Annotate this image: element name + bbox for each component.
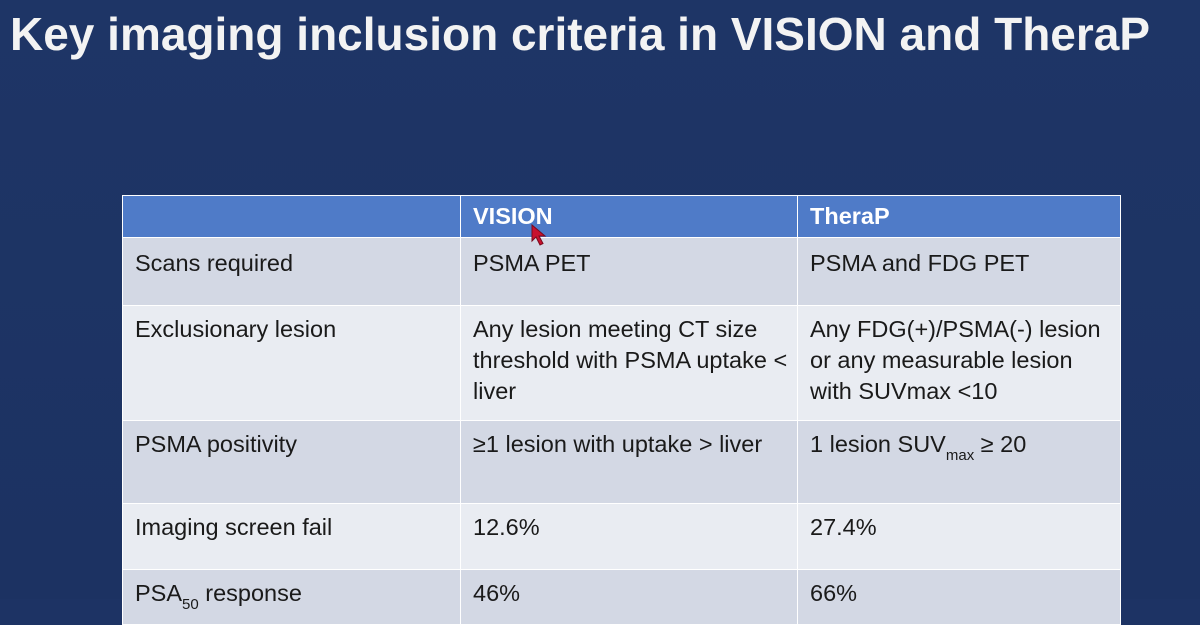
header-therap: TheraP	[797, 195, 1121, 238]
table-header-row: VISION TheraP	[122, 195, 1121, 238]
criteria-table-container: VISION TheraP Scans required PSMA PET PS…	[122, 195, 1121, 625]
table-row: PSA50 response 46% 66%	[122, 569, 1121, 625]
vision-cell: 46%	[460, 569, 798, 625]
vision-cell: 12.6%	[460, 503, 798, 570]
row-label: Scans required	[122, 237, 461, 306]
table-row: PSMA positivity ≥1 lesion with uptake > …	[122, 420, 1121, 504]
row-label: PSA50 response	[122, 569, 461, 625]
therap-text-pre: 1 lesion SUV	[810, 431, 946, 457]
therap-cell: Any FDG(+)/PSMA(-) lesion or any measura…	[797, 305, 1121, 421]
slide-title: Key imaging inclusion criteria in VISION…	[10, 8, 1151, 60]
subscript-max: max	[945, 447, 975, 464]
therap-cell: 1 lesion SUVmax ≥ 20	[797, 420, 1121, 504]
label-pre: PSA	[135, 580, 183, 606]
table-row: Exclusionary lesion Any lesion meeting C…	[122, 305, 1121, 421]
therap-text-post: ≥ 20	[974, 431, 1027, 457]
vision-cell: PSMA PET	[460, 237, 798, 306]
arrow-cursor-icon	[531, 224, 547, 246]
header-empty	[122, 195, 461, 238]
row-label: Exclusionary lesion	[122, 305, 461, 421]
vision-cell: ≥1 lesion with uptake > liver	[460, 420, 798, 504]
row-label: PSMA positivity	[122, 420, 461, 504]
label-post: response	[198, 580, 302, 606]
therap-cell: 27.4%	[797, 503, 1121, 570]
table-row: Imaging screen fail 12.6% 27.4%	[122, 503, 1121, 570]
therap-cell: PSMA and FDG PET	[797, 237, 1121, 306]
criteria-table: VISION TheraP Scans required PSMA PET PS…	[122, 195, 1121, 625]
table-row: Scans required PSMA PET PSMA and FDG PET	[122, 237, 1121, 306]
header-vision: VISION	[460, 195, 798, 238]
vision-cell: Any lesion meeting CT size threshold wit…	[460, 305, 798, 421]
therap-cell: 66%	[797, 569, 1121, 625]
row-label: Imaging screen fail	[122, 503, 461, 570]
